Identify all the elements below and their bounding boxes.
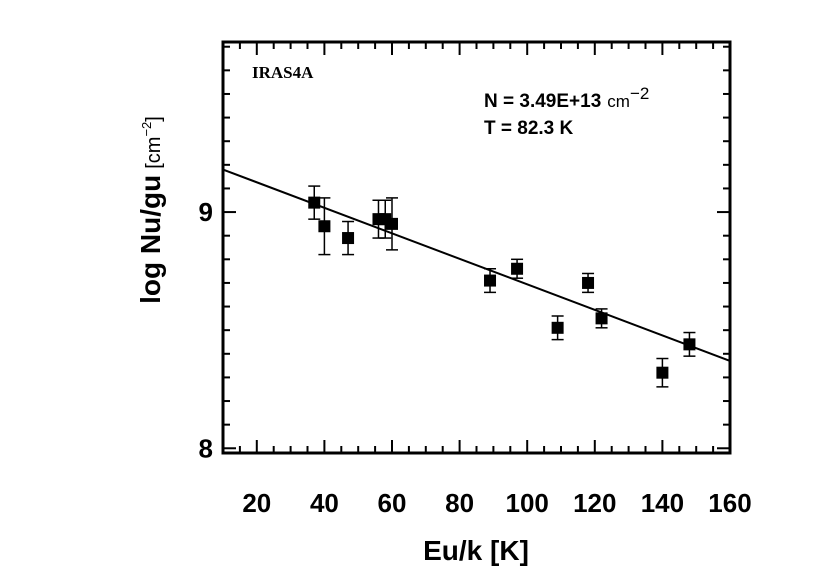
x-tick-label: 60 bbox=[378, 488, 407, 518]
data-point bbox=[308, 196, 321, 209]
annotation-n-text: N = 3.49E+13 bbox=[484, 91, 601, 112]
source-label: IRAS4A bbox=[252, 63, 314, 82]
axis-ticks bbox=[222, 42, 731, 453]
annotation-n-unit-exp: −2 bbox=[630, 84, 649, 103]
y-tick-labels: 89 bbox=[199, 197, 213, 463]
y-axis-label-main: log Nu/gu bbox=[135, 175, 166, 304]
annotation-n-unit: cm bbox=[607, 92, 630, 111]
data-points bbox=[308, 185, 696, 388]
y-axis-label-unit-exp: −2 bbox=[139, 122, 154, 137]
data-point bbox=[656, 366, 669, 379]
y-axis-label-unit: [cm bbox=[143, 137, 165, 169]
annotation-temperature: T = 82.3 K bbox=[484, 118, 574, 139]
x-tick-label: 120 bbox=[573, 488, 616, 518]
data-point bbox=[551, 321, 564, 334]
y-tick-label: 9 bbox=[199, 197, 213, 227]
data-point bbox=[683, 338, 696, 351]
data-point bbox=[582, 276, 595, 289]
x-tick-labels: 20 40 60 80 100 120 140 160 bbox=[242, 488, 751, 518]
x-tick-label: 40 bbox=[310, 488, 339, 518]
plot-frame bbox=[221, 40, 732, 455]
x-tick-label: 80 bbox=[445, 488, 474, 518]
y-axis-label-unit-close: ] bbox=[143, 116, 165, 122]
fit-line-group bbox=[222, 168, 731, 362]
data-point bbox=[318, 220, 331, 233]
x-tick-label: 160 bbox=[708, 488, 751, 518]
x-axis-label: Eu/k [K] bbox=[423, 535, 529, 566]
annotation-column-density: N = 3.49E+13 cm−2 bbox=[484, 84, 649, 112]
x-tick-label: 100 bbox=[506, 488, 549, 518]
y-axis-label: log Nu/gu [cm−2] bbox=[135, 116, 166, 304]
x-tick-label: 140 bbox=[641, 488, 684, 518]
data-point bbox=[511, 262, 524, 275]
data-point bbox=[484, 274, 497, 287]
data-point bbox=[342, 232, 355, 245]
x-tick-label: 20 bbox=[242, 488, 271, 518]
data-point bbox=[386, 217, 398, 230]
data-point bbox=[595, 312, 608, 325]
y-tick-label: 8 bbox=[199, 433, 213, 463]
fit-line bbox=[222, 168, 731, 362]
